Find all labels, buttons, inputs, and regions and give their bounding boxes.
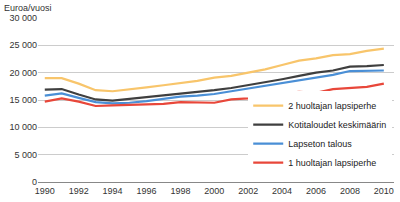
svg-text:2006: 2006	[306, 186, 326, 196]
svg-text:0: 0	[32, 177, 37, 187]
svg-text:25 000: 25 000	[9, 40, 37, 50]
svg-text:Lapseton talous: Lapseton talous	[288, 139, 352, 149]
svg-text:15 000: 15 000	[9, 95, 37, 105]
svg-text:1994: 1994	[103, 186, 123, 196]
svg-text:20 000: 20 000	[9, 68, 37, 78]
svg-text:2000: 2000	[204, 186, 224, 196]
svg-text:2002: 2002	[238, 186, 258, 196]
svg-text:1 huoltajan lapsiperhe: 1 huoltajan lapsiperhe	[288, 158, 376, 168]
svg-text:Kotitaloudet keskimäärin: Kotitaloudet keskimäärin	[288, 120, 386, 130]
svg-text:30 000: 30 000	[9, 13, 37, 23]
svg-text:2010: 2010	[374, 186, 394, 196]
svg-text:10 000: 10 000	[9, 122, 37, 132]
svg-text:1990: 1990	[35, 186, 55, 196]
svg-text:Euroa/vuosi: Euroa/vuosi	[4, 3, 52, 13]
svg-text:1998: 1998	[170, 186, 190, 196]
svg-text:5 000: 5 000	[14, 150, 37, 160]
svg-text:2 huoltajan lapsiperhe: 2 huoltajan lapsiperhe	[288, 101, 376, 111]
svg-text:2004: 2004	[272, 186, 292, 196]
svg-text:1992: 1992	[69, 186, 89, 196]
svg-text:2008: 2008	[340, 186, 360, 196]
svg-text:1996: 1996	[136, 186, 156, 196]
